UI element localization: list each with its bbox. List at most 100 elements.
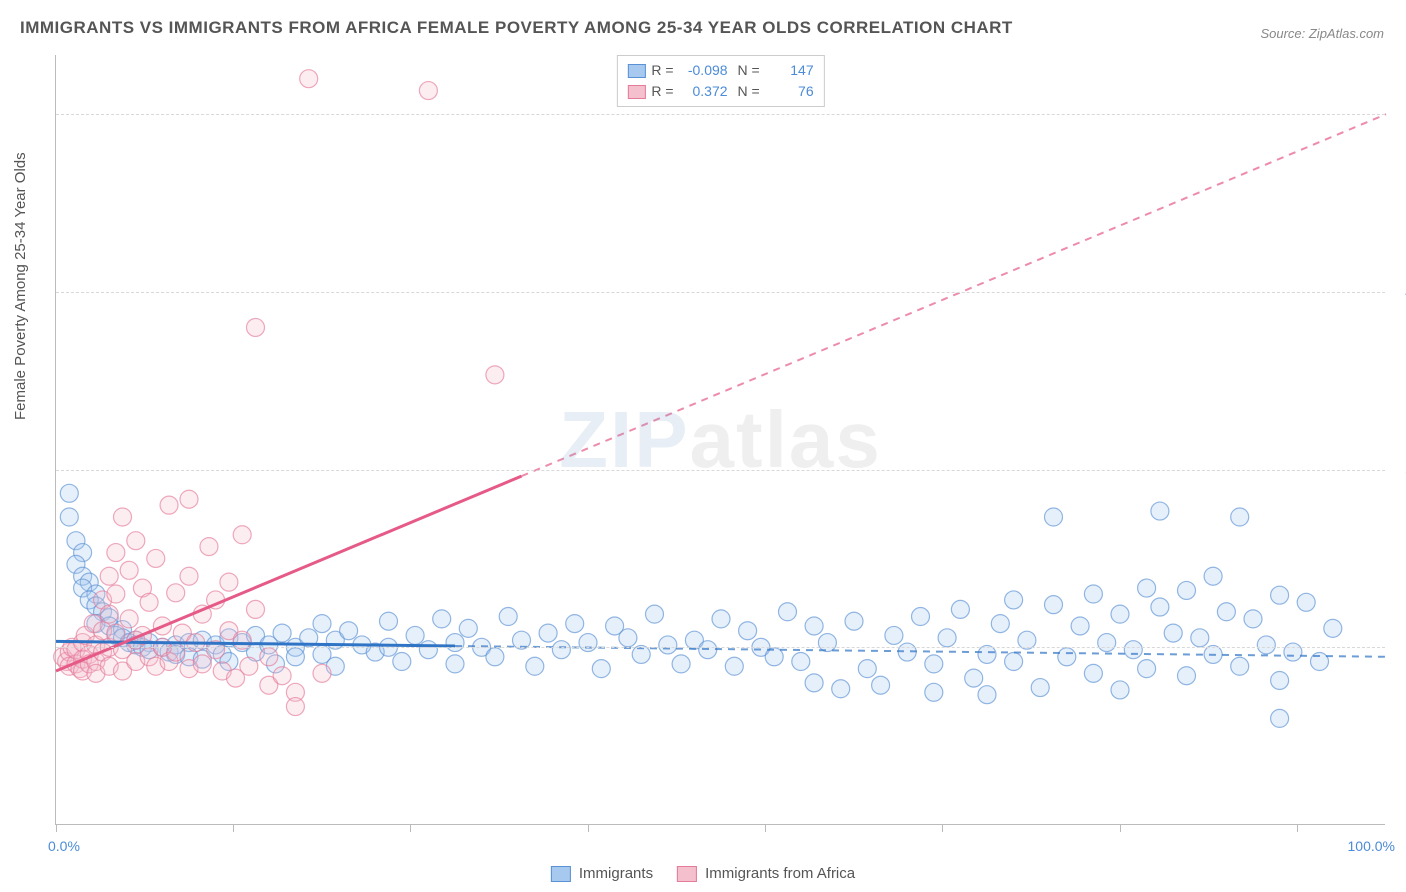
scatter-point: [659, 636, 677, 654]
scatter-point: [805, 617, 823, 635]
scatter-point: [779, 603, 797, 621]
chart-title: IMMIGRANTS VS IMMIGRANTS FROM AFRICA FEM…: [20, 18, 1013, 38]
legend-swatch-blue: [551, 866, 571, 882]
scatter-point: [1231, 657, 1249, 675]
scatter-point: [912, 608, 930, 626]
x-tick-min: 0.0%: [48, 838, 80, 854]
scatter-point: [1138, 660, 1156, 678]
scatter-point: [220, 573, 238, 591]
scatter-point: [247, 318, 265, 336]
series-legend: Immigrants Immigrants from Africa: [551, 865, 855, 882]
scatter-point: [991, 615, 1009, 633]
correlation-legend: R = -0.098 N = 147 R = 0.372 N = 76: [616, 55, 824, 107]
scatter-point: [579, 634, 597, 652]
scatter-point: [539, 624, 557, 642]
scatter-point: [845, 612, 863, 630]
scatter-point: [938, 629, 956, 647]
scatter-point: [419, 82, 437, 100]
scatter-point: [965, 669, 983, 687]
scatter-point: [1151, 502, 1169, 520]
scatter-point: [200, 538, 218, 556]
scatter-point: [1071, 617, 1089, 635]
x-tick: [765, 824, 766, 832]
scatter-point: [286, 648, 304, 666]
legend-label: Immigrants from Africa: [705, 865, 855, 882]
scatter-point: [433, 610, 451, 628]
scatter-point: [167, 643, 185, 661]
legend-label: Immigrants: [579, 865, 653, 882]
scatter-point: [725, 657, 743, 675]
legend-swatch-blue: [627, 64, 645, 78]
x-tick: [588, 824, 589, 832]
legend-item-immigrants: Immigrants: [551, 865, 653, 882]
scatter-point: [1204, 567, 1222, 585]
scatter-point: [526, 657, 544, 675]
scatter-point: [380, 612, 398, 630]
x-tick: [233, 824, 234, 832]
scatter-point: [273, 667, 291, 685]
scatter-point: [193, 655, 211, 673]
scatter-point: [1031, 679, 1049, 697]
scatter-point: [140, 593, 158, 611]
scatter-point: [180, 490, 198, 508]
scatter-point: [120, 610, 138, 628]
scatter-point: [1271, 709, 1289, 727]
legend-r-value: -0.098: [680, 60, 728, 81]
legend-item-africa: Immigrants from Africa: [677, 865, 855, 882]
scatter-point: [1244, 610, 1262, 628]
scatter-point: [459, 619, 477, 637]
scatter-point: [107, 544, 125, 562]
scatter-point: [114, 508, 132, 526]
y-axis-label: Female Poverty Among 25-34 Year Olds: [12, 152, 29, 420]
scatter-point: [925, 683, 943, 701]
scatter-point: [1045, 596, 1063, 614]
scatter-point: [1084, 664, 1102, 682]
legend-r-label: R =: [651, 81, 673, 102]
legend-r-value: 0.372: [680, 81, 728, 102]
scatter-point: [499, 608, 517, 626]
scatter-point: [393, 653, 411, 671]
scatter-point: [406, 626, 424, 644]
gridline-h: [56, 470, 1385, 471]
scatter-point: [1178, 581, 1196, 599]
scatter-point: [592, 660, 610, 678]
scatter-point: [566, 615, 584, 633]
scatter-point: [951, 600, 969, 618]
x-tick-max: 100.0%: [1348, 838, 1395, 854]
scatter-point: [300, 70, 318, 88]
legend-row-immigrants: R = -0.098 N = 147: [627, 60, 813, 81]
legend-n-label: N =: [734, 81, 760, 102]
scatter-point: [120, 561, 138, 579]
scatter-point: [180, 567, 198, 585]
x-tick: [410, 824, 411, 832]
scatter-point: [1005, 591, 1023, 609]
scatter-point: [313, 664, 331, 682]
scatter-point: [107, 585, 125, 603]
scatter-point: [1178, 667, 1196, 685]
scatter-point: [832, 680, 850, 698]
scatter-point: [1257, 636, 1275, 654]
scatter-point: [127, 532, 145, 550]
scatter-point: [1164, 624, 1182, 642]
source-attribution: Source: ZipAtlas.com: [1260, 26, 1384, 41]
scatter-point: [1098, 634, 1116, 652]
scatter-point: [1005, 653, 1023, 671]
scatter-point: [486, 648, 504, 666]
gridline-h: [56, 114, 1385, 115]
scatter-point: [646, 605, 664, 623]
scatter-point: [712, 610, 730, 628]
plot-area: ZIPatlas R = -0.098 N = 147 R = 0.372 N …: [55, 55, 1385, 825]
scatter-point: [1084, 585, 1102, 603]
scatter-point: [792, 653, 810, 671]
scatter-point: [1324, 619, 1342, 637]
x-tick: [1297, 824, 1298, 832]
scatter-point: [446, 655, 464, 673]
trendline-dashed: [522, 114, 1387, 476]
x-tick: [942, 824, 943, 832]
scatter-point: [100, 567, 118, 585]
scatter-point: [925, 655, 943, 673]
scatter-point: [978, 686, 996, 704]
scatter-point: [486, 366, 504, 384]
scatter-point: [552, 641, 570, 659]
scatter-point: [1058, 648, 1076, 666]
